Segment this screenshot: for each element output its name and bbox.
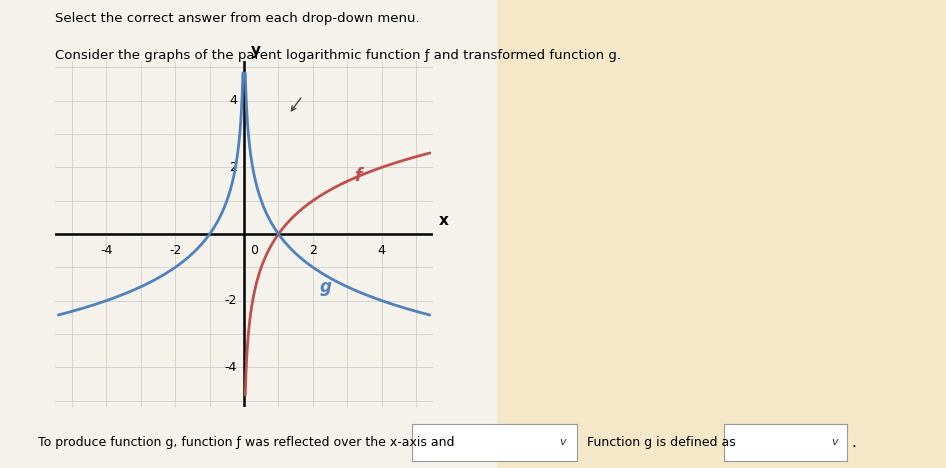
Text: -2: -2 xyxy=(225,294,237,307)
Text: x: x xyxy=(439,213,448,228)
Text: 4: 4 xyxy=(229,94,237,107)
Text: 2: 2 xyxy=(229,161,237,174)
Text: Function g is defined as: Function g is defined as xyxy=(587,436,735,449)
Text: f: f xyxy=(354,167,361,185)
Text: -4: -4 xyxy=(100,244,113,257)
Text: Select the correct answer from each drop-down menu.: Select the correct answer from each drop… xyxy=(55,12,419,25)
Text: .: . xyxy=(851,435,856,450)
Text: 4: 4 xyxy=(377,244,386,257)
Text: v: v xyxy=(559,437,566,447)
Text: -2: -2 xyxy=(169,244,182,257)
Text: y: y xyxy=(251,43,261,58)
Text: -4: -4 xyxy=(225,361,237,374)
Text: g: g xyxy=(320,278,332,296)
Text: 0: 0 xyxy=(251,244,258,257)
Text: To produce function g, function ƒ was reflected over the x-axis and: To produce function g, function ƒ was re… xyxy=(38,436,454,449)
Text: v: v xyxy=(832,437,838,447)
Text: 2: 2 xyxy=(309,244,317,257)
Text: Consider the graphs of the parent logarithmic function ƒ and transformed functio: Consider the graphs of the parent logari… xyxy=(55,49,621,62)
